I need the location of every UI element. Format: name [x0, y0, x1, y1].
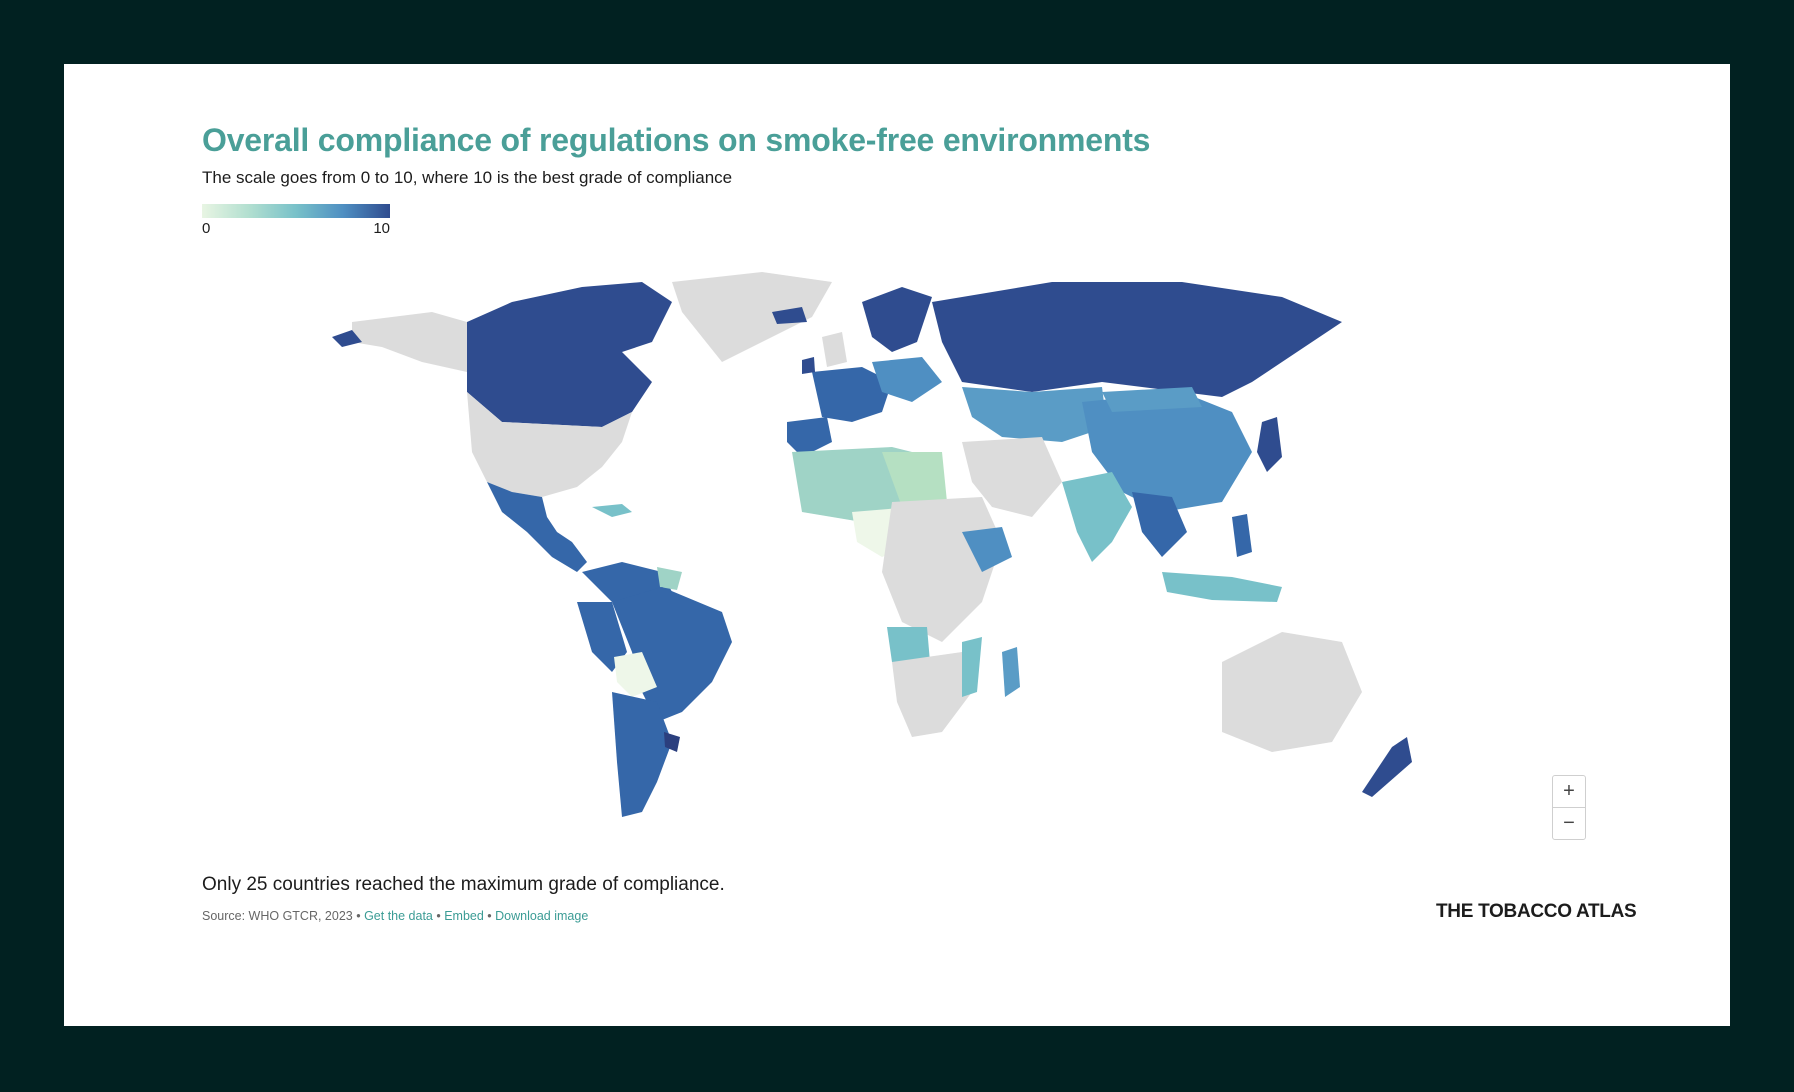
brand-logo: THE TOBACCO ATLAS	[1436, 901, 1637, 922]
region-central-asia[interactable]	[962, 387, 1107, 442]
region-new-zealand[interactable]	[1362, 737, 1412, 797]
region-caribbean[interactable]	[592, 504, 632, 517]
region-central-europe[interactable]	[872, 357, 942, 402]
region-philippines[interactable]	[1232, 514, 1252, 557]
region-usa[interactable]	[467, 392, 632, 497]
region-japan[interactable]	[1257, 417, 1282, 472]
get-data-link[interactable]: Get the data	[364, 909, 433, 923]
legend-min-label: 0	[202, 220, 211, 237]
region-aleutian[interactable]	[332, 330, 362, 347]
region-southern-cone[interactable]	[612, 692, 672, 817]
chart-title: Overall compliance of regulations on smo…	[202, 122, 1151, 158]
region-peru[interactable]	[577, 602, 627, 672]
region-libya[interactable]	[882, 452, 947, 507]
region-uk[interactable]	[822, 332, 847, 367]
region-western-europe[interactable]	[812, 367, 892, 422]
chart-card: Overall compliance of regulations on smo…	[64, 64, 1730, 1026]
zoom-control: + −	[1552, 775, 1586, 840]
region-greenland[interactable]	[672, 272, 832, 362]
region-iceland[interactable]	[772, 307, 807, 324]
region-ethiopia[interactable]	[962, 527, 1012, 572]
embed-link[interactable]: Embed	[444, 909, 484, 923]
zoom-out-button[interactable]: −	[1553, 807, 1585, 839]
color-legend: 0 10	[202, 204, 390, 237]
region-mongolia[interactable]	[1102, 387, 1202, 412]
region-scandinavia[interactable]	[862, 287, 932, 352]
region-canada[interactable]	[467, 282, 672, 427]
region-china[interactable]	[1082, 392, 1252, 512]
region-mozambique[interactable]	[962, 637, 982, 697]
region-uruguay[interactable]	[664, 732, 680, 752]
chart-note: Only 25 countries reached the maximum gr…	[202, 874, 725, 895]
region-middle-east[interactable]	[962, 437, 1062, 517]
world-map[interactable]	[202, 242, 1622, 932]
region-indonesia[interactable]	[1162, 572, 1282, 602]
legend-gradient	[202, 204, 390, 218]
region-bolivia[interactable]	[614, 652, 657, 697]
region-alaska[interactable]	[352, 312, 467, 372]
chart-subtitle: The scale goes from 0 to 10, where 10 is…	[202, 168, 733, 187]
source-text: Source: WHO GTCR, 2023	[202, 909, 353, 923]
region-india[interactable]	[1062, 472, 1132, 562]
region-angola[interactable]	[887, 627, 930, 662]
legend-max-label: 10	[373, 220, 390, 237]
zoom-in-button[interactable]: +	[1563, 780, 1575, 802]
region-madagascar[interactable]	[1002, 647, 1020, 697]
source-line: Source: WHO GTCR, 2023 • Get the data • …	[202, 909, 589, 923]
region-australia[interactable]	[1222, 632, 1362, 752]
region-ireland[interactable]	[802, 357, 815, 374]
region-iberia[interactable]	[787, 417, 832, 457]
region-russia[interactable]	[932, 282, 1342, 397]
region-guianas[interactable]	[657, 567, 682, 590]
region-mexico[interactable]	[487, 482, 587, 572]
region-southeast-asia[interactable]	[1132, 492, 1187, 557]
download-image-link[interactable]: Download image	[495, 909, 589, 923]
region-southern-africa[interactable]	[892, 652, 972, 737]
